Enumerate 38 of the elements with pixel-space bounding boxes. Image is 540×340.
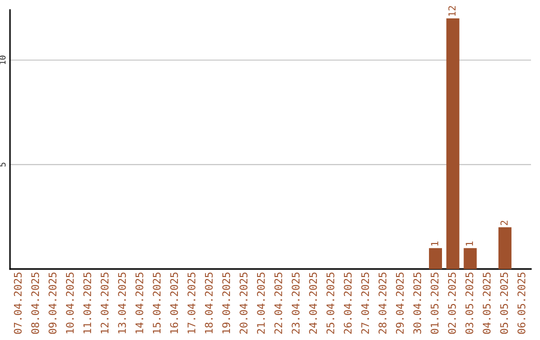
x-tick-label: 12.04.2025 [100,272,109,334]
bar [464,248,477,269]
x-tick-label: 26.04.2025 [344,272,352,334]
x-tick-label: 03.05.2025 [465,272,474,334]
x-tick-label: 23.04.2025 [292,272,300,334]
bar [428,248,442,269]
x-tick-label: 15.04.2025 [152,272,161,334]
x-tick-label: 11.04.2025 [83,272,92,334]
x-tick-label: 24.04.2025 [309,272,317,334]
x-tick-label: 20.04.2025 [240,272,248,334]
bar [498,227,512,269]
x-tick-label: 09.04.2025 [48,272,56,334]
x-tick-label: 21.04.2025 [256,272,265,334]
x-tick-label: 18.04.2025 [204,272,213,334]
bar [446,18,460,269]
x-tick-label: 05.05.2025 [500,272,508,334]
x-tick-label: 04.05.2025 [482,272,491,334]
x-tick-label: 25.04.2025 [326,272,334,334]
data-label: 12 [448,6,456,16]
x-tick-label: 06.05.2025 [517,272,526,334]
x-tick-label: 01.05.2025 [430,272,439,334]
x-tick-label: 17.04.2025 [188,272,196,334]
x-tick-label: 16.04.2025 [170,272,178,334]
x-tick-label: 08.04.2025 [31,272,40,334]
x-tick-label: 28.04.2025 [378,272,386,334]
x-tick-label: 07.04.2025 [14,272,22,334]
x-tick-label: 29.04.2025 [396,272,404,334]
x-tick-label: 27.04.2025 [361,272,370,334]
x-tick-label: 30.04.2025 [413,272,422,334]
x-tick-label: 02.05.2025 [448,272,456,334]
x-tick-label: 10.04.2025 [66,272,74,334]
data-label: 1 [431,242,438,246]
x-tick-label: 13.04.2025 [118,272,126,334]
data-label: 2 [500,220,508,226]
data-label: 1 [466,242,473,246]
x-tick-label: 22.04.2025 [274,272,282,334]
x-tick-label: 14.04.2025 [135,272,144,334]
x-tick-label: 19.04.2025 [222,272,230,334]
